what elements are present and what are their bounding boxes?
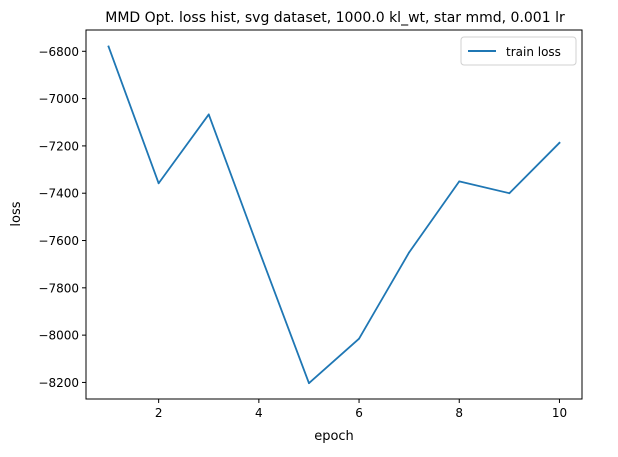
y-tick-label-8200: −8200 [38,376,79,390]
x-tick-label-6: 6 [355,406,363,420]
data-point-epoch-7 [408,251,411,254]
data-point-epoch-3 [207,113,210,116]
data-point-epoch-10 [558,141,561,144]
x-tick-label-10: 10 [552,406,567,420]
y-tick-label-7400: −7400 [38,187,79,201]
data-point-epoch-5 [308,382,310,385]
plot-area: 2 4 6 8 10 −8200 −8000 −7800 −7600 −7400 −7200 −700… [38,45,567,420]
y-axis-label: loss [9,201,24,226]
plot-frame [85,29,583,400]
legend: train loss [460,36,577,66]
legend-box [460,36,577,66]
y-tick-label-7600: −7600 [38,234,79,248]
x-axis-label: epoch [314,429,354,444]
series-line-train-loss [107,45,561,385]
y-tick-label-7800: −7800 [38,281,79,295]
chart-title: MMD Opt. loss hist, svg dataset, 1000.0 … [105,10,565,26]
data-point-epoch-1 [107,45,110,48]
y-tick-label-7200: −7200 [38,139,79,153]
y-tick-label-7000: −7000 [38,92,79,106]
y-tick-label-8000: −8000 [38,329,79,343]
y-tick-label-6800: −6800 [38,45,79,59]
data-point-epoch-4 [257,249,260,251]
x-tick-label-2: 2 [155,406,163,420]
data-point-epoch-9 [508,192,511,195]
data-point-epoch-6 [358,337,360,340]
data-point-epoch-8 [458,180,461,183]
data-point-epoch-2 [157,182,160,185]
x-tick-label-8: 8 [455,406,463,420]
legend-label-train-loss: train loss [506,45,561,59]
x-tick-label-4: 4 [255,406,263,420]
